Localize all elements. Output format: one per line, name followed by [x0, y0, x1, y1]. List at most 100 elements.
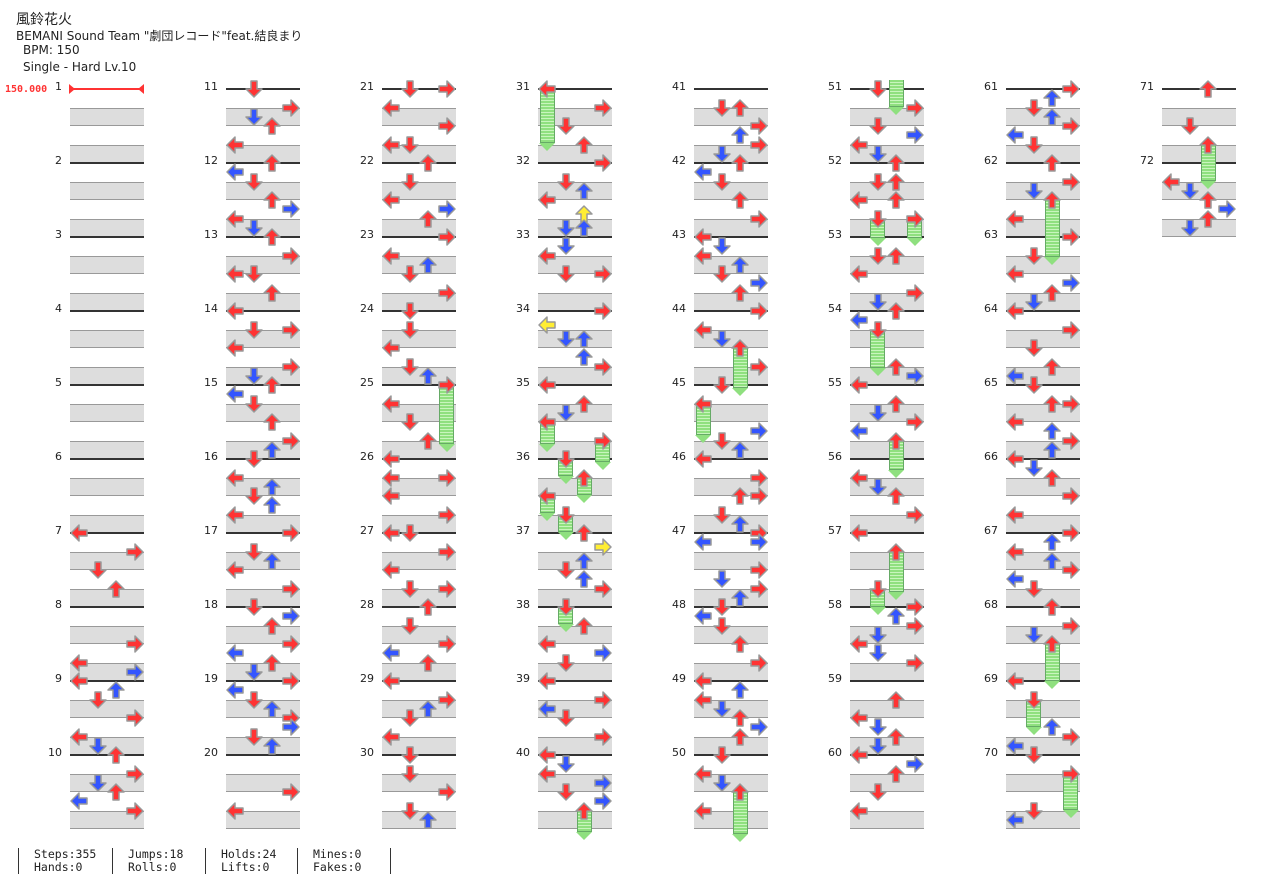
bpm-marker-icon: [138, 84, 144, 94]
arrow-down-icon: [400, 80, 419, 98]
measure-line: [694, 310, 768, 312]
arrow-up-icon: [107, 746, 125, 764]
measure-number: 20: [204, 746, 218, 759]
measure-number: 13: [204, 228, 218, 241]
arrow-up-icon: [731, 515, 749, 533]
measure-number: 23: [360, 228, 374, 241]
arrow-up-icon: [731, 339, 749, 357]
arrow-down-icon: [400, 320, 419, 339]
arrow-left-icon: [850, 265, 868, 283]
arrow-left-icon: [226, 135, 244, 154]
stats-separator: [205, 848, 206, 874]
beat-band: [694, 181, 768, 200]
arrow-up-icon: [1043, 89, 1061, 107]
arrow-up-icon: [263, 616, 281, 635]
arrow-down-icon: [244, 450, 263, 468]
hold-body: [888, 551, 904, 592]
hold-end: [906, 238, 923, 247]
measure-number: 10: [48, 746, 62, 759]
arrow-right-icon: [593, 579, 612, 598]
beat-band: [1006, 181, 1080, 200]
hold-end: [888, 591, 904, 600]
measure-line: [226, 532, 300, 534]
arrow-down-icon: [868, 644, 887, 662]
arrow-left-icon: [70, 653, 88, 672]
measure-number: 37: [516, 524, 530, 537]
measure-line: [694, 162, 768, 164]
arrow-right-icon: [1061, 764, 1080, 783]
arrow-right-icon: [281, 200, 300, 218]
beat-band: [382, 329, 456, 348]
arrow-up-icon: [1043, 283, 1061, 302]
arrow-down-icon: [244, 367, 263, 385]
arrow-down-icon: [400, 357, 419, 376]
hold-body: [1044, 644, 1060, 681]
arrow-right-icon: [437, 690, 456, 709]
arrow-up-icon: [731, 487, 749, 505]
arrow-up-icon: [731, 681, 749, 699]
beat-band: [694, 699, 768, 718]
beat-band: [694, 255, 768, 274]
arrow-down-icon: [400, 135, 419, 154]
stats-separator: [297, 848, 298, 874]
arrow-left-icon: [382, 727, 400, 746]
measure-line: [538, 236, 612, 238]
measure-number: 66: [984, 450, 998, 463]
arrow-left-icon: [694, 394, 712, 413]
arrow-right-icon: [437, 200, 456, 218]
beat-band: [694, 477, 768, 496]
arrow-up-icon: [887, 246, 905, 265]
measure-line: [850, 162, 924, 164]
arrow-left-icon: [1006, 302, 1024, 320]
arrow-up-icon: [1043, 191, 1061, 209]
arrow-down-icon: [556, 172, 575, 191]
arrow-left-icon: [850, 635, 868, 653]
measure-line: [382, 680, 456, 682]
arrow-left-icon: [226, 209, 244, 228]
arrow-left-icon: [382, 450, 400, 468]
arrow-right-icon: [1061, 320, 1080, 339]
arrow-up-icon: [575, 552, 593, 570]
arrow-down-icon: [88, 774, 107, 792]
beat-band: [1006, 551, 1080, 570]
hold-end: [869, 367, 886, 376]
measure-line: [1006, 162, 1080, 164]
beat-band: [694, 107, 768, 126]
measure-number: 14: [204, 302, 218, 315]
measure-line: [382, 606, 456, 608]
measure-number: 48: [672, 598, 686, 611]
arrow-down-icon: [868, 718, 887, 736]
hold-body: [732, 792, 748, 835]
measure-number: 65: [984, 376, 998, 389]
arrow-right-icon: [281, 579, 300, 598]
arrow-down-icon: [712, 330, 731, 348]
arrow-right-icon: [905, 209, 924, 228]
arrow-down-icon: [1024, 746, 1043, 764]
arrow-down-icon: [400, 302, 419, 320]
arrow-down-icon: [868, 478, 887, 496]
arrow-right-icon: [125, 801, 144, 820]
hold-body: [732, 348, 748, 389]
arrow-down-icon: [400, 746, 419, 764]
beat-band: [226, 699, 300, 718]
arrow-right-icon: [281, 635, 300, 653]
arrow-left-icon: [1006, 811, 1024, 829]
arrow-left-icon: [70, 524, 88, 542]
measure-number: 19: [204, 672, 218, 685]
hold-end: [1025, 726, 1042, 735]
arrow-down-icon: [1024, 376, 1043, 394]
arrow-left-icon: [382, 487, 400, 505]
hold-end: [732, 834, 748, 843]
arrow-up-icon: [263, 283, 281, 302]
arrow-left-icon: [850, 311, 868, 329]
measure-number: 7: [55, 524, 62, 537]
arrow-left-icon: [382, 98, 400, 117]
arrow-right-icon: [1061, 561, 1080, 579]
arrow-right-icon: [905, 653, 924, 672]
arrow-right-icon: [437, 468, 456, 487]
beat-band: [694, 810, 768, 829]
hold-body: [870, 329, 885, 368]
arrow-down-icon: [712, 598, 731, 616]
arrow-down-icon: [400, 579, 419, 598]
arrow-down-icon: [868, 80, 887, 98]
